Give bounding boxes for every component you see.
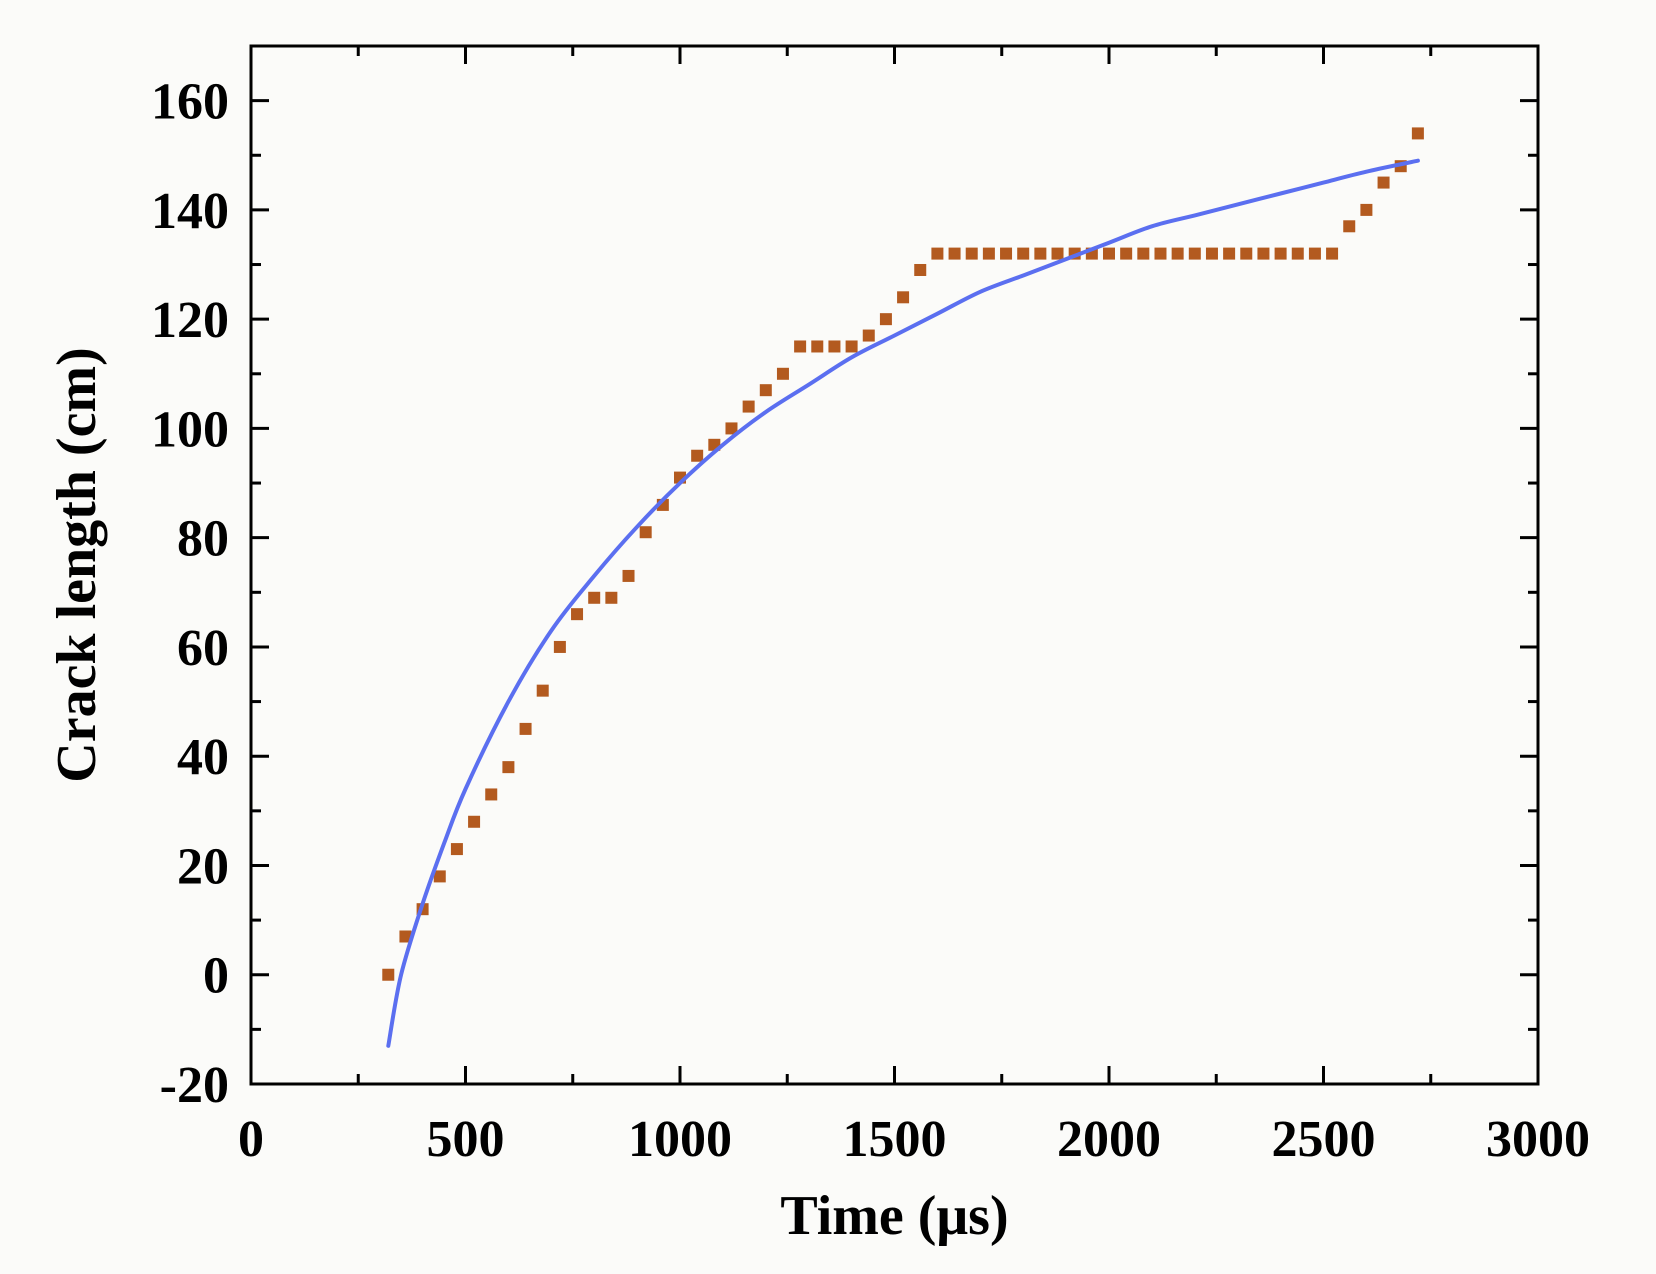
x-tick-label: 500 xyxy=(427,1111,505,1168)
data-point xyxy=(1154,247,1167,260)
data-point xyxy=(1223,247,1236,260)
y-tick-label: 60 xyxy=(177,620,229,677)
data-point xyxy=(931,247,944,260)
data-point xyxy=(553,640,566,653)
data-point xyxy=(1051,247,1064,260)
data-point xyxy=(879,313,892,326)
y-axis-title: Crack length (cm) xyxy=(46,347,108,782)
x-axis-title: Time (μs) xyxy=(780,1185,1008,1247)
data-point xyxy=(1308,247,1321,260)
y-axis-tick-labels: -20 0 20 40 60 80 100 120 140 160 xyxy=(151,74,229,1114)
data-point xyxy=(691,449,704,462)
data-point xyxy=(1120,247,1133,260)
data-point xyxy=(1343,220,1356,233)
data-point xyxy=(1326,247,1339,260)
data-point xyxy=(1103,247,1115,260)
data-point xyxy=(811,340,824,353)
data-point xyxy=(1291,247,1304,260)
data-point xyxy=(1240,247,1253,260)
data-point xyxy=(1000,247,1013,260)
data-point xyxy=(1205,247,1218,260)
data-point xyxy=(965,247,978,260)
data-point xyxy=(828,340,841,353)
data-point xyxy=(1171,247,1184,260)
data-point xyxy=(1257,247,1270,260)
data-point xyxy=(571,608,584,621)
x-tick-label: 2500 xyxy=(1272,1111,1376,1168)
x-tick-label: 3000 xyxy=(1486,1111,1590,1168)
data-point xyxy=(1360,203,1373,216)
data-point xyxy=(914,263,927,276)
data-point xyxy=(622,569,635,582)
x-axis-tick-labels: 0 500 1000 1500 2000 2500 3000 xyxy=(238,1111,1590,1168)
y-tick-label: 20 xyxy=(177,838,229,895)
y-tick-label: -20 xyxy=(160,1057,229,1114)
y-tick-label: 140 xyxy=(151,183,229,240)
x-tick-label: 1500 xyxy=(843,1111,947,1168)
y-tick-label: 40 xyxy=(177,729,229,786)
fit-curve xyxy=(386,158,1420,1048)
data-point xyxy=(536,684,549,697)
data-point xyxy=(485,788,498,801)
data-point xyxy=(1377,176,1390,189)
data-point xyxy=(948,247,961,260)
data-point xyxy=(1017,247,1030,260)
plot-frame xyxy=(249,44,1540,1086)
data-point xyxy=(742,400,755,413)
data-point xyxy=(468,815,481,828)
data-point xyxy=(776,367,789,380)
data-point xyxy=(639,526,652,539)
data-point xyxy=(862,329,875,342)
data-point xyxy=(605,591,618,604)
x-tick-label: 1000 xyxy=(628,1111,732,1168)
data-point xyxy=(759,384,772,397)
data-point xyxy=(502,761,515,774)
y-tick-label: 100 xyxy=(151,401,229,458)
x-tick-label: 0 xyxy=(238,1111,264,1168)
data-point xyxy=(982,247,995,260)
data-point xyxy=(1137,247,1150,260)
data-point xyxy=(399,930,412,943)
data-point xyxy=(1411,127,1424,140)
x-tick-label: 2000 xyxy=(1057,1111,1161,1168)
data-point xyxy=(519,722,532,735)
data-point xyxy=(794,340,807,353)
y-tick-label: 160 xyxy=(151,74,229,131)
data-point xyxy=(382,968,395,981)
y-tick-label: 80 xyxy=(177,511,229,568)
y-tick-label: 0 xyxy=(203,948,229,1005)
y-tick-label: 120 xyxy=(151,292,229,349)
data-point xyxy=(1034,247,1047,260)
measured-points xyxy=(382,127,1424,981)
data-point xyxy=(1188,247,1201,260)
data-point xyxy=(588,591,601,604)
data-point xyxy=(433,870,446,883)
data-point xyxy=(725,422,738,435)
data-point xyxy=(845,340,858,353)
data-point xyxy=(897,291,910,304)
data-point xyxy=(1274,247,1287,260)
data-point xyxy=(450,843,463,856)
